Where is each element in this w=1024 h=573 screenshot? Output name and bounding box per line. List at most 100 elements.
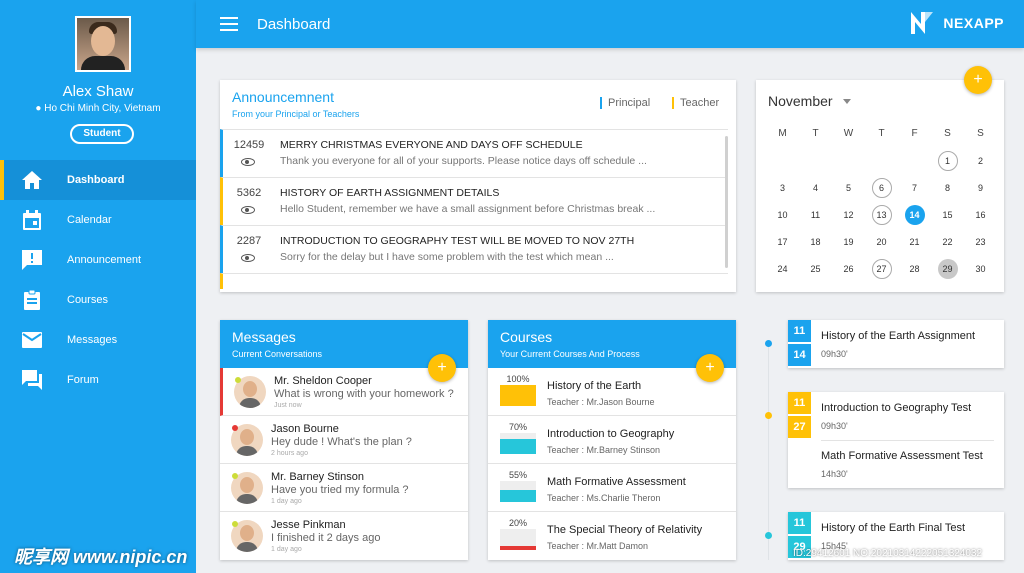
courses-header: Courses Your Current Courses And Process (488, 320, 736, 368)
calendar-day[interactable]: 13 (865, 201, 898, 228)
calendar-day[interactable]: 22 (942, 236, 953, 247)
announcement-item-preview: Hello Student, remember we have a small … (280, 203, 656, 215)
mail-icon (22, 330, 42, 350)
clipboard-icon (22, 290, 42, 310)
announcement-subtitle: From your Principal or Teachers (232, 109, 360, 119)
sidebar-item-forum[interactable]: Forum (0, 360, 196, 400)
message-sender: Jesse Pinkman (271, 519, 346, 531)
calendar-day[interactable]: 19 (843, 236, 854, 247)
course-item[interactable]: 20% The Special Theory of Relativity Tea… (488, 512, 736, 560)
calendar-day[interactable]: 23 (975, 236, 986, 247)
calendar-day[interactable]: 3 (779, 182, 785, 193)
event-month: 11 (788, 320, 811, 342)
calendar-day[interactable]: 10 (777, 209, 788, 220)
weekday-header: T (878, 128, 885, 139)
calendar-day[interactable]: 15 (942, 209, 953, 220)
message-list: Mr. Sheldon Cooper What is wrong with yo… (220, 368, 468, 560)
announcement-item-partial[interactable] (220, 273, 728, 289)
avatar[interactable] (75, 16, 131, 72)
user-name: Alex Shaw (62, 83, 134, 100)
sidebar-item-courses[interactable]: Courses (0, 280, 196, 320)
month-select[interactable]: November (768, 93, 833, 109)
new-message-button[interactable]: + (428, 354, 456, 382)
add-event-button[interactable]: + (964, 66, 992, 94)
sidebar-item-label: Forum (67, 374, 99, 386)
weekday-header: M (778, 128, 787, 139)
calendar-day[interactable]: 2 (977, 155, 983, 166)
view-count: 12459 (233, 139, 265, 151)
empty-day (898, 147, 931, 174)
announcement-icon (22, 250, 42, 270)
announcement-item[interactable]: 12459 MERRY CHRISTMAS EVERYONE AND DAYS … (220, 129, 728, 177)
timeline-event[interactable]: 11 29 History of the Earth Final Test 15… (788, 512, 1004, 560)
top-bar: Dashboard NEXAPP (196, 0, 1024, 48)
sidebar-item-calendar[interactable]: Calendar (0, 200, 196, 240)
message-item[interactable]: Jason Bourne Hey dude ! What's the plan … (220, 416, 468, 464)
calendar-day[interactable]: 17 (777, 236, 788, 247)
timeline-event[interactable]: 11 27 Introduction to Geography Test 09h… (788, 392, 1004, 488)
brand-logo[interactable]: NEXAPP (909, 10, 1004, 36)
calendar-day[interactable]: 24 (777, 263, 788, 274)
calendar-day[interactable]: 11 (810, 209, 821, 220)
calendar-day[interactable]: 7 (911, 182, 917, 193)
sidebar-item-label: Announcement (67, 254, 141, 266)
calendar-day-today[interactable]: 14 (898, 201, 931, 228)
eye-icon (241, 158, 255, 166)
announcement-item-preview: Sorry for the delay but I have some prob… (280, 251, 614, 263)
course-item[interactable]: 55% Math Formative Assessment Teacher : … (488, 464, 736, 512)
sidebar-item-label: Calendar (67, 214, 112, 226)
calendar-day[interactable]: 8 (944, 182, 950, 193)
announcement-item[interactable]: 5362 HISTORY OF EARTH ASSIGNMENT DETAILS… (220, 177, 728, 225)
status-dot (235, 377, 241, 383)
calendar-day[interactable]: 1 (931, 147, 964, 174)
calendar-day[interactable]: 29 (931, 255, 964, 282)
message-time: 1 day ago (271, 498, 302, 505)
timeline-dot (765, 340, 772, 347)
event-day: 14 (788, 344, 811, 366)
sidebar-item-dashboard[interactable]: Dashboard (0, 160, 196, 200)
calendar-day[interactable]: 9 (977, 182, 983, 193)
calendar-day[interactable]: 6 (865, 174, 898, 201)
sidebar-item-messages[interactable]: Messages (0, 320, 196, 360)
scrollbar[interactable] (725, 136, 728, 268)
message-item[interactable]: Mr. Barney Stinson Have you tried my for… (220, 464, 468, 512)
brand-name: NEXAPP (943, 15, 1004, 31)
timeline-dot (765, 412, 772, 419)
calendar-day[interactable]: 20 (876, 236, 887, 247)
message-item[interactable]: Mr. Sheldon Cooper What is wrong with yo… (220, 368, 468, 416)
course-item[interactable]: 70% Introduction to Geography Teacher : … (488, 416, 736, 464)
calendar-day[interactable]: 18 (810, 236, 821, 247)
legend-teacher[interactable]: Teacher (672, 97, 719, 109)
course-teacher: Teacher : Ms.Charlie Theron (547, 493, 661, 503)
calendar-day[interactable]: 12 (843, 209, 854, 220)
course-teacher: Teacher : Mr.Matt Damon (547, 541, 649, 551)
event-day: 29 (788, 536, 811, 558)
calendar-day[interactable]: 28 (909, 263, 920, 274)
announcement-item[interactable]: 2287 INTRODUCTION TO GEOGRAPHY TEST WILL… (220, 225, 728, 273)
calendar-day[interactable]: 5 (845, 182, 851, 193)
sidebar-item-announcement[interactable]: Announcement (0, 240, 196, 280)
legend-principal[interactable]: Principal (600, 97, 650, 109)
sidebar-item-label: Courses (67, 294, 108, 306)
calendar-day[interactable]: 27 (865, 255, 898, 282)
menu-icon[interactable] (220, 17, 238, 31)
timeline-event[interactable]: 11 14 History of the Earth Assignment 09… (788, 320, 1004, 368)
calendar-day[interactable]: 25 (810, 263, 821, 274)
event-time: 15h45' (821, 541, 848, 551)
calendar-day[interactable]: 26 (843, 263, 854, 274)
calendar-day[interactable]: 16 (975, 209, 986, 220)
weekday-header: W (843, 128, 854, 139)
course-progress-bar (500, 433, 536, 454)
event-time: 14h30' (821, 469, 848, 479)
calendar-day[interactable]: 30 (975, 263, 986, 274)
calendar-day[interactable]: 21 (909, 236, 920, 247)
course-progress-label: 55% (508, 470, 527, 480)
eye-icon (241, 254, 255, 262)
messages-card: Messages Current Conversations + Mr. She… (220, 320, 468, 560)
calendar-day[interactable]: 4 (812, 182, 818, 193)
course-item[interactable]: 100% History of the Earth Teacher : Mr.J… (488, 368, 736, 416)
add-course-button[interactable]: + (696, 354, 724, 382)
course-progress-fill (500, 439, 536, 454)
chevron-down-icon[interactable] (843, 99, 851, 104)
message-item[interactable]: Jesse Pinkman I finished it 2 days ago 1… (220, 512, 468, 560)
